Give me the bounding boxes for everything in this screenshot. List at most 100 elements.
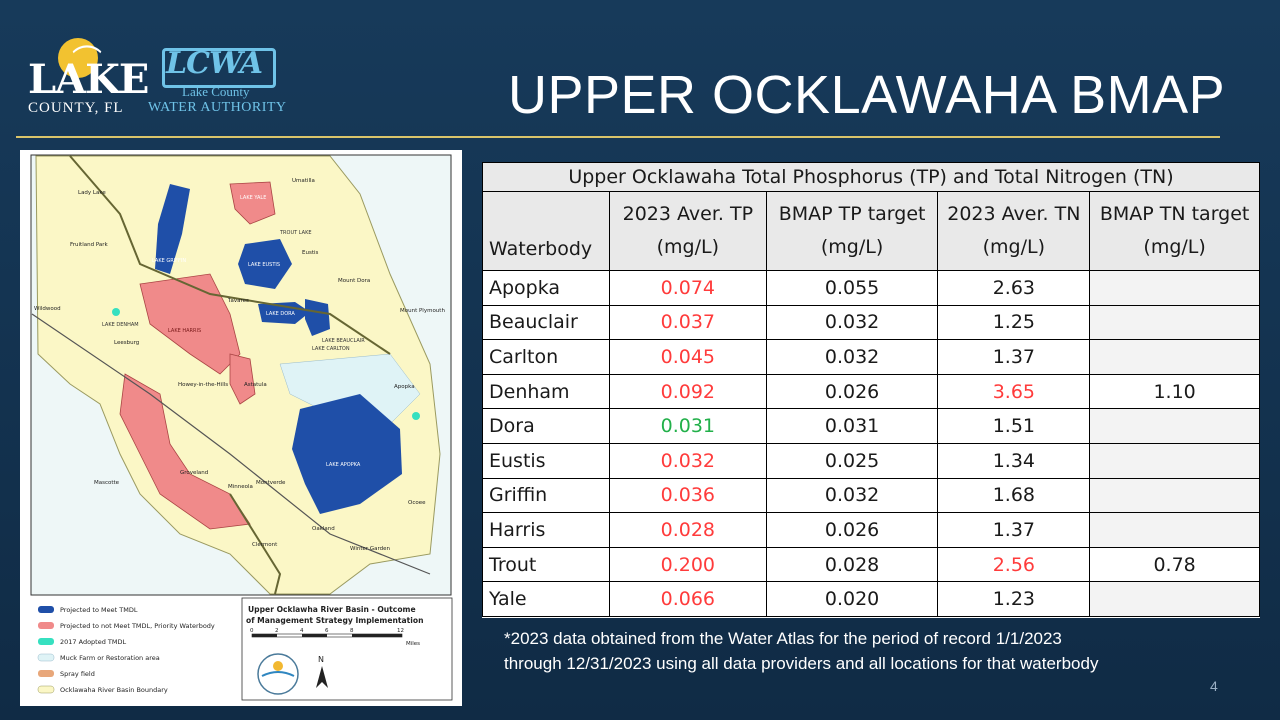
table-caption: Upper Ocklawaha Total Phosphorus (TP) an… bbox=[482, 162, 1260, 192]
table-row: Carlton 0.045 0.032 1.37 bbox=[482, 339, 1260, 375]
column-header-tn-target: BMAP TN target (mg/L) bbox=[1089, 191, 1260, 271]
footnote-line1: *2023 data obtained from the Water Atlas… bbox=[504, 629, 1062, 648]
footnote-line2: through 12/31/2023 using all data provid… bbox=[504, 654, 1099, 673]
scale-unit: Miles bbox=[406, 641, 420, 647]
legend-label: 2017 Adopted TMDL bbox=[60, 638, 126, 646]
scale-tick: 4 bbox=[300, 628, 304, 634]
legend-label: Projected to Meet TMDL bbox=[60, 606, 138, 614]
place-label: Winter Garden bbox=[350, 546, 391, 552]
tp-cell: 0.066 bbox=[608, 581, 767, 617]
table-row: Yale 0.066 0.020 1.23 bbox=[482, 581, 1260, 617]
table-header-row: Waterbody 2023 Aver. TP (mg/L) BMAP TP ta… bbox=[482, 191, 1260, 271]
lake-county-logo: ⌒ LAKE COUNTY, FL bbox=[22, 38, 149, 122]
tn-cell: 2.63 bbox=[937, 270, 1091, 306]
lake-apopka-shape bbox=[292, 394, 402, 514]
lake-label: TROUT LAKE bbox=[279, 230, 312, 236]
table-body: Apopka 0.074 0.055 2.63 Beauclair 0.037 0.032 1… bbox=[482, 270, 1260, 617]
place-labels: Lady Lake Fruitland Park Umatilla Eustis… bbox=[34, 178, 445, 552]
tp-cell: 0.200 bbox=[608, 546, 767, 583]
highway-road-south bbox=[229, 493, 282, 595]
legend-label: Projected to not Meet TMDL, Priority Wat… bbox=[60, 622, 215, 630]
place-label: Mount Dora bbox=[338, 278, 370, 284]
legend-label: Spray field bbox=[60, 670, 95, 678]
tp-cell: 0.045 bbox=[608, 339, 767, 375]
tn-cell: 1.25 bbox=[937, 304, 1091, 341]
tn-target-cell bbox=[1089, 477, 1260, 514]
tn-cell: 1.23 bbox=[937, 581, 1091, 617]
scale-tick: 0 bbox=[250, 628, 254, 634]
tp-target-cell: 0.032 bbox=[765, 304, 939, 341]
tp-cell: 0.028 bbox=[608, 512, 767, 548]
lake-labels: LAKE GRIFFIN LAKE EUSTIS LAKE YALE LAKE … bbox=[102, 195, 365, 468]
tmdl-2017-marker bbox=[112, 308, 120, 316]
tp-target-cell: 0.028 bbox=[765, 546, 939, 583]
tn-target-cell: 0.78 bbox=[1089, 546, 1260, 583]
lake-label: LAKE CARLTON bbox=[312, 346, 350, 352]
palatlakaha-river-shape bbox=[119, 373, 251, 530]
legend-swatch bbox=[38, 670, 54, 677]
map-title-line2: of Management Strategy Implementation bbox=[246, 616, 424, 625]
tn-target-cell bbox=[1089, 581, 1260, 617]
turnpike-road bbox=[31, 313, 431, 575]
tn-cell: 1.37 bbox=[937, 339, 1091, 375]
agency-seal-sun bbox=[273, 661, 283, 671]
lake-label: LAKE EUSTIS bbox=[248, 262, 280, 268]
tp-target-cell: 0.031 bbox=[765, 408, 939, 444]
tn-target-cell bbox=[1089, 270, 1260, 306]
waterbody-cell: Carlton bbox=[482, 339, 610, 375]
tn-target-cell bbox=[1089, 408, 1260, 444]
tn-cell: 3.65 bbox=[937, 373, 1091, 410]
nutrient-table: Upper Ocklawaha Total Phosphorus (TP) an… bbox=[482, 162, 1260, 618]
nutrient-table-grid: Upper Ocklawaha Total Phosphorus (TP) an… bbox=[482, 162, 1260, 617]
table-row: Apopka 0.074 0.055 2.63 bbox=[482, 270, 1260, 306]
tp-target-cell: 0.026 bbox=[765, 512, 939, 548]
place-label: Leesburg bbox=[114, 340, 139, 346]
legend-swatch bbox=[38, 606, 54, 613]
footnote: *2023 data obtained from the Water Atlas… bbox=[504, 626, 1224, 676]
agency-seal-icon bbox=[257, 653, 299, 695]
place-label: Clermont bbox=[252, 542, 278, 548]
lake-county-logo-word: LAKE bbox=[28, 56, 149, 103]
place-label: Montverde bbox=[256, 480, 286, 486]
tp-target-cell: 0.020 bbox=[765, 581, 939, 617]
lake-denham-shape bbox=[229, 353, 256, 405]
tp-target-cell: 0.055 bbox=[765, 270, 939, 306]
lcwa-logo: LCWA Lake County WATER AUTHORITY bbox=[148, 46, 288, 122]
scale-tick: 8 bbox=[350, 628, 354, 634]
lake-county-logo-sub: COUNTY, FL bbox=[28, 100, 124, 116]
place-label: Minneola bbox=[228, 484, 253, 490]
place-label: Mount Plymouth bbox=[400, 308, 445, 314]
highway-road bbox=[69, 155, 391, 355]
place-label: Oakland bbox=[312, 526, 335, 532]
heron-icon: ⌒ bbox=[72, 45, 102, 78]
place-label: Tavares bbox=[227, 298, 249, 304]
page-number: 4 bbox=[1210, 678, 1218, 694]
tp-target-cell: 0.026 bbox=[765, 373, 939, 410]
map-legend: Projected to Meet TMDL Projected to not … bbox=[37, 606, 215, 694]
place-label: Groveland bbox=[180, 470, 208, 476]
tp-target-cell: 0.025 bbox=[765, 442, 939, 479]
scale-tick: 6 bbox=[325, 628, 329, 634]
waterbody-cell: Harris bbox=[482, 512, 610, 548]
tn-cell: 1.68 bbox=[937, 477, 1091, 514]
map-title-line1: Upper Ocklawha River Basin - Outcome bbox=[248, 605, 416, 614]
tn-target-cell: 1.10 bbox=[1089, 373, 1260, 410]
lake-label: LAKE HARRIS bbox=[168, 328, 201, 334]
scale-tick: 12 bbox=[397, 628, 404, 634]
waterbody-cell: Beauclair bbox=[482, 304, 610, 341]
lcwa-logo-abbr: LCWA bbox=[166, 46, 263, 81]
place-label: Mascotte bbox=[94, 480, 120, 486]
lake-label: LAKE YALE bbox=[240, 195, 266, 201]
scale-bar: 0 2 4 6 8 12 Miles bbox=[250, 628, 420, 647]
place-label: Wildwood bbox=[34, 306, 61, 312]
slide-title: UPPER OCKLAWAHA BMAP bbox=[508, 65, 1226, 125]
tp-cell: 0.036 bbox=[608, 477, 767, 514]
legend-swatch bbox=[37, 685, 55, 694]
tn-cell: 2.56 bbox=[937, 546, 1091, 583]
agency-seal-wave bbox=[261, 671, 295, 677]
lcwa-logo-sub1: Lake County bbox=[182, 84, 250, 99]
place-label: Howey-in-the-Hills bbox=[178, 382, 228, 388]
lake-beauclair-shape bbox=[305, 299, 330, 336]
north-arrow-icon bbox=[316, 666, 328, 688]
sun-icon bbox=[58, 38, 98, 78]
